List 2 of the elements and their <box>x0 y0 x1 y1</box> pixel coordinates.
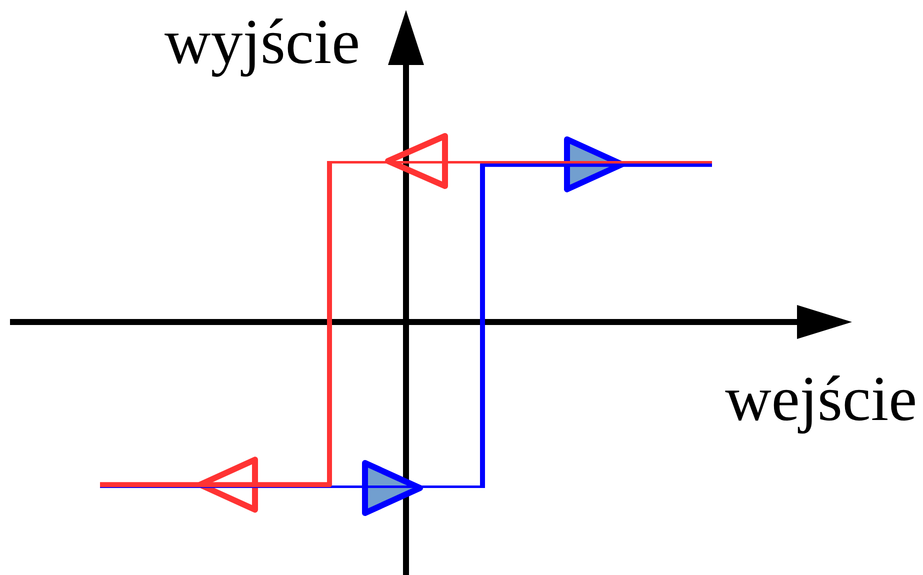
x-axis-title: wejście <box>725 363 917 434</box>
y-axis-title: wyjście <box>164 6 360 77</box>
